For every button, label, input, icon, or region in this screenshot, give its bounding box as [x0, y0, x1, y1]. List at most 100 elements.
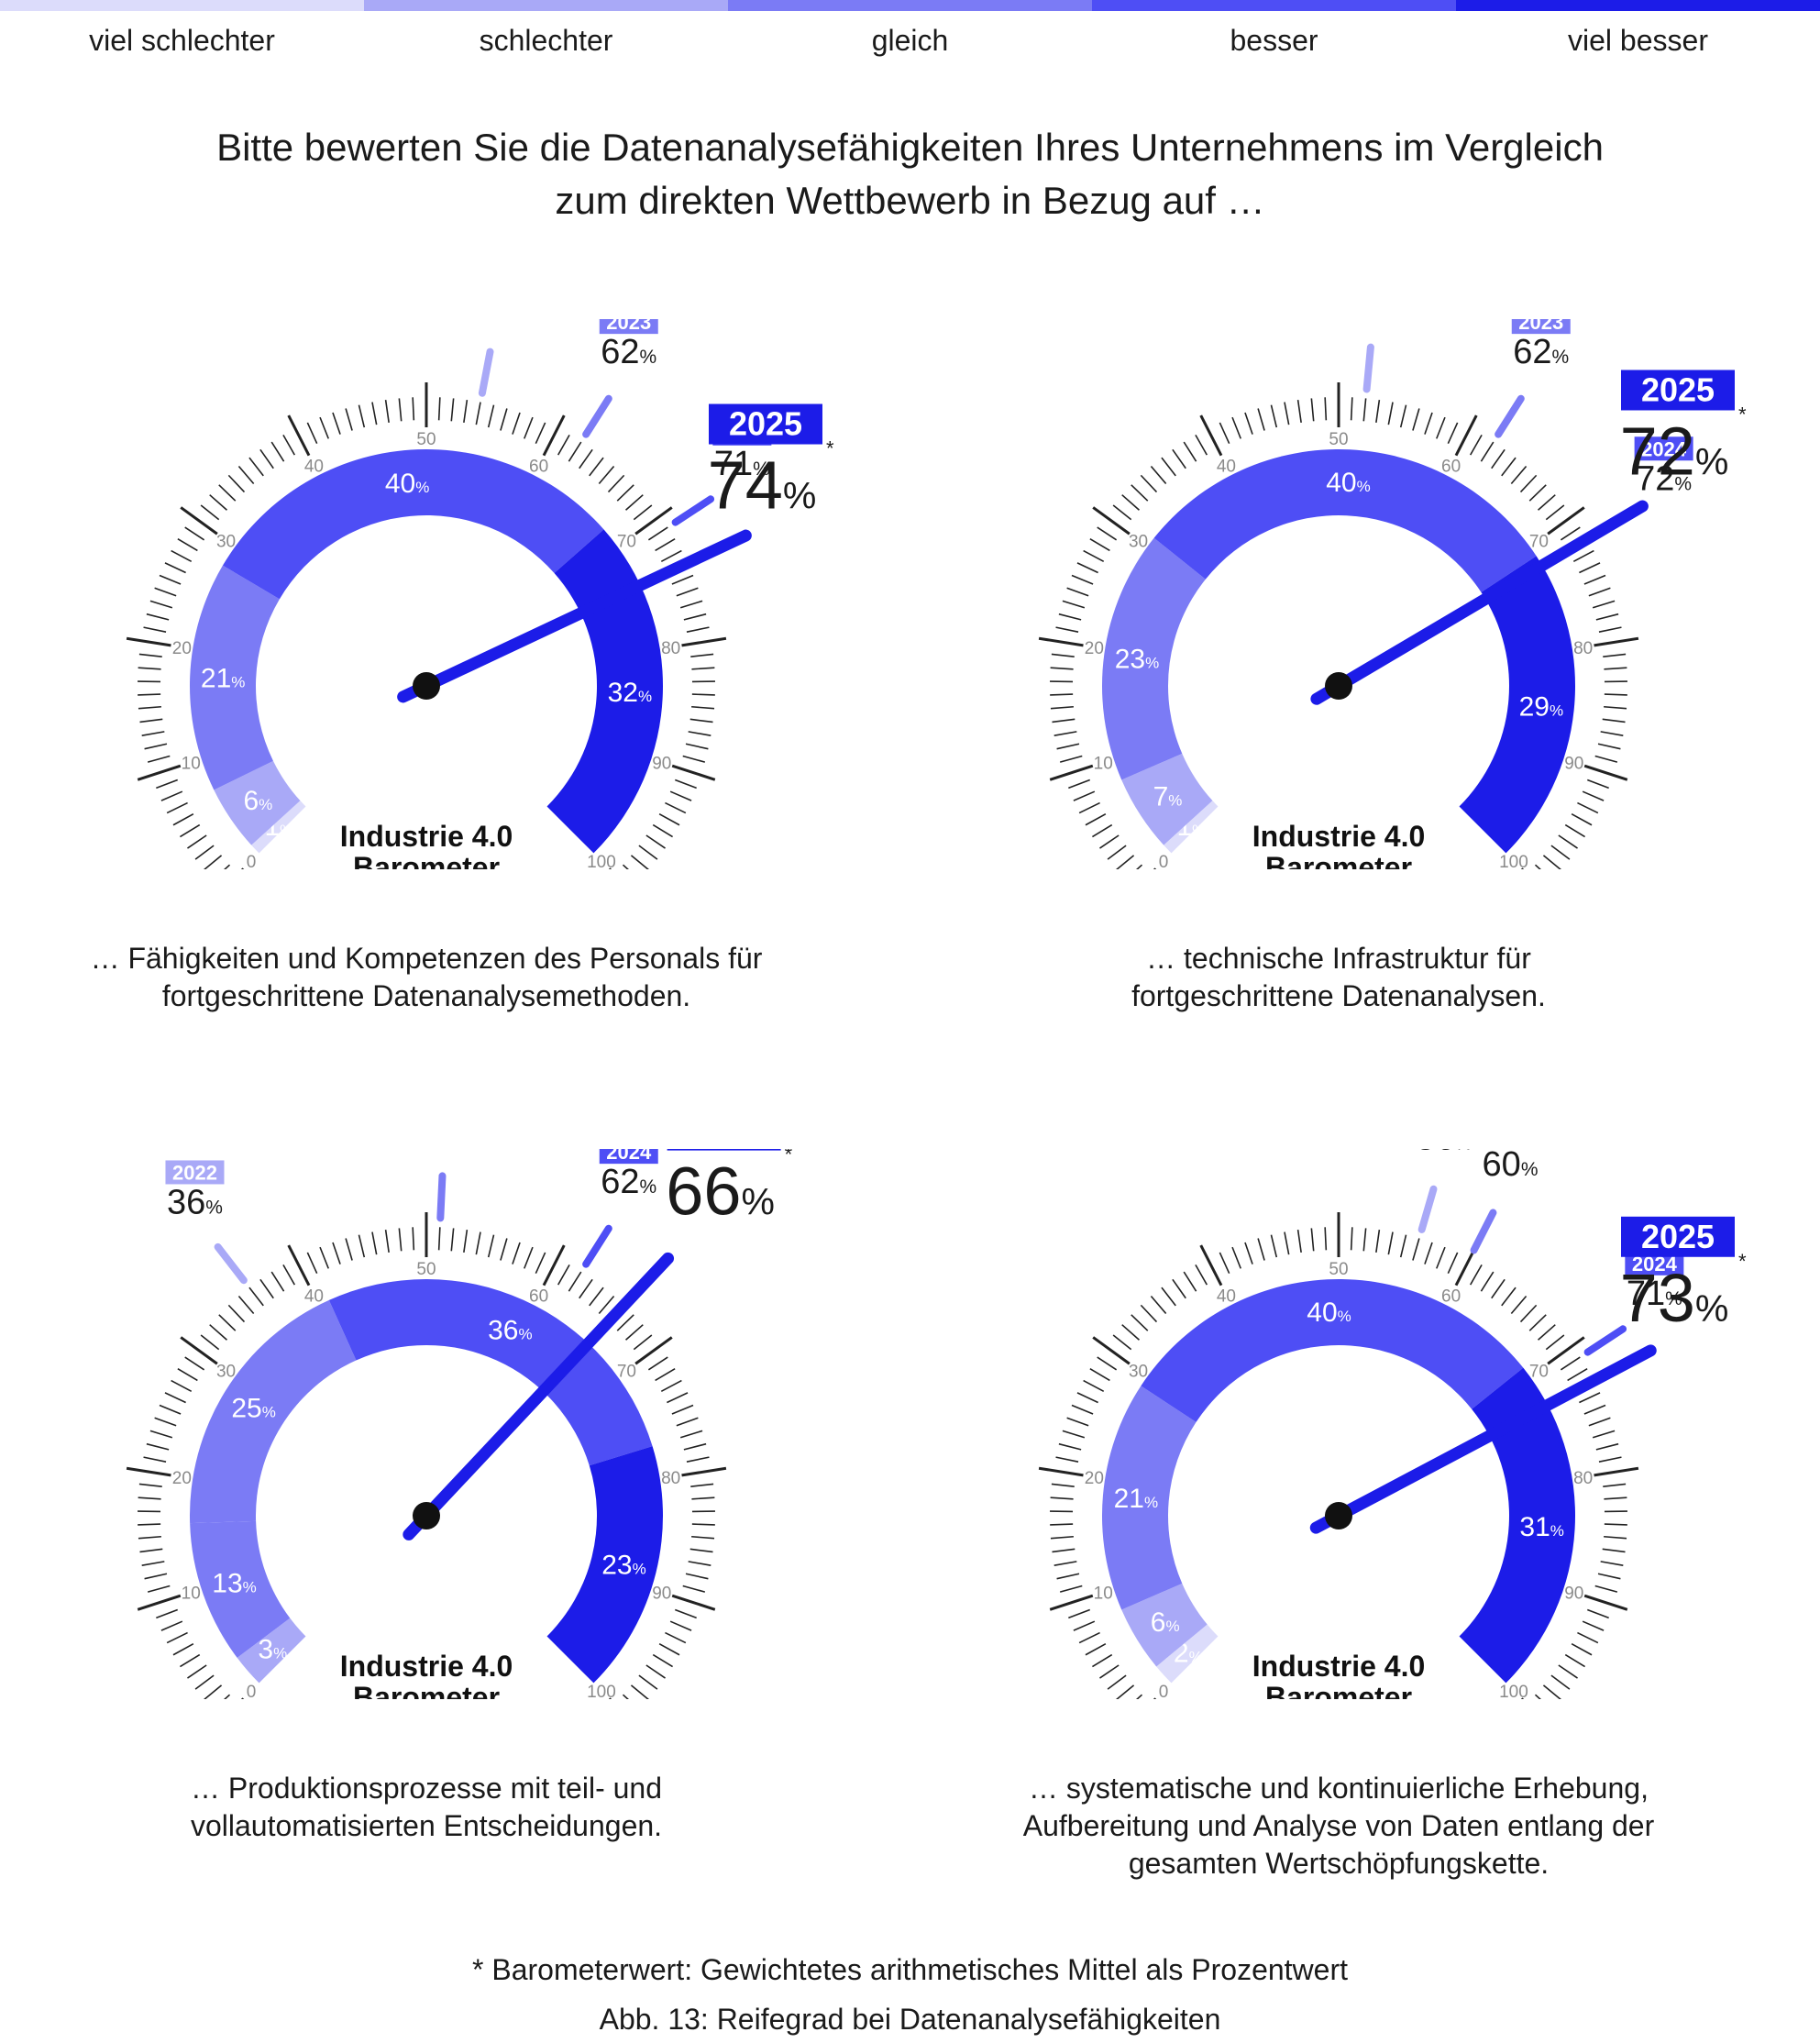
- history-value-2024-number: 62: [601, 1163, 639, 1201]
- gauge-tick: [1112, 1334, 1132, 1351]
- gauge-tick: [139, 718, 163, 723]
- gauge-segment-label-number: 36: [488, 1316, 518, 1346]
- gauge-tick: [1387, 402, 1394, 425]
- gauge-tick: [625, 494, 644, 511]
- gauge-tick: [1051, 1483, 1075, 1487]
- gauge-tick: [557, 1264, 570, 1286]
- gauge-tick: [1219, 1252, 1230, 1275]
- gauge-segment-label: 29%: [1519, 692, 1564, 723]
- gauge-tick: [1567, 1367, 1588, 1382]
- gauge-tick: [1583, 1594, 1628, 1611]
- figure-caption: Abb. 13: Reifegrad bei Datenanalysefähig…: [599, 2003, 1221, 2036]
- gauge-hub: [413, 1502, 440, 1529]
- gauge-segment: [1153, 449, 1537, 592]
- gauge-tick: [187, 834, 207, 849]
- history-marker-2024: [582, 1224, 612, 1268]
- gauge-tick: [287, 414, 311, 457]
- gauge-tick: [691, 667, 715, 670]
- gauge-tick: [412, 397, 415, 421]
- gauge-tick: [665, 1631, 687, 1644]
- gauge-tick: [1598, 1456, 1622, 1463]
- gauge-tick: [345, 408, 353, 431]
- brand-line-2: Barometer: [353, 1681, 500, 1699]
- history-value-2024: 71%: [1627, 1275, 1682, 1313]
- year-badge-2025: [667, 1149, 781, 1151]
- gauge-segment: [1141, 1279, 1524, 1422]
- current-value-2025-number: 74: [708, 447, 783, 524]
- gauge-tick: [146, 1442, 170, 1451]
- gauge-tick: [630, 1684, 650, 1699]
- gauge-tick: [598, 465, 615, 485]
- gauge-tick: [1447, 422, 1459, 445]
- history-value-2024-percent: %: [1665, 1288, 1682, 1309]
- gauge-tick: [1501, 457, 1517, 477]
- gauge-tick-label: 0: [1159, 1683, 1169, 1699]
- gauge-tick: [671, 1594, 716, 1611]
- gauge-tick: [1399, 404, 1407, 428]
- gauge-tick: [1073, 790, 1096, 801]
- gauge-tick: [358, 404, 366, 428]
- gauge-tick: [1588, 587, 1611, 597]
- gauge-tick: [463, 1230, 469, 1253]
- gauge-tick-label: 90: [652, 754, 671, 773]
- gauge-tick: [671, 574, 694, 585]
- gauge-ticks: [126, 1212, 727, 1699]
- gauge-segment-label-percent: %: [1550, 702, 1563, 720]
- gauge-tick: [1078, 1631, 1100, 1644]
- gauge-tick: [450, 1228, 455, 1252]
- gauge-hub: [1325, 1502, 1352, 1529]
- gauge-caption: … Produktionsprozesse mit teil- und volla…: [32, 1770, 821, 1845]
- gauge-tick: [688, 1561, 711, 1566]
- gauge-tick: [1050, 1535, 1074, 1540]
- gauge-tick: [691, 1523, 715, 1526]
- gauge-tick: [1140, 474, 1158, 493]
- gauge-tick: [1598, 626, 1622, 633]
- gauge-tick: [1538, 494, 1556, 511]
- gauge-tick: [187, 1664, 207, 1679]
- gauge-tick: [1050, 667, 1074, 670]
- gauge-tick: [1284, 402, 1290, 425]
- gauge-tick-label: 100: [587, 1683, 616, 1699]
- gauge-segment-label-number: 6: [243, 786, 259, 816]
- gauge-tick: [1055, 1456, 1079, 1463]
- gauge-tick: [1071, 1404, 1094, 1415]
- gauge-segment: [190, 565, 280, 790]
- year-badge-label: 2025: [1641, 370, 1715, 408]
- gauge-tick: [1571, 813, 1593, 826]
- gauge-tick: [500, 1238, 508, 1261]
- gauge-tick: [568, 441, 582, 462]
- gauge-caption-line: vollautomatisierten Entscheidungen.: [190, 1809, 663, 1842]
- gauge-tick-label: 100: [587, 853, 616, 869]
- history-value-2022-number: 36: [167, 1183, 205, 1221]
- gauge-tick: [450, 398, 455, 422]
- history-marker-2022: [1417, 1185, 1438, 1233]
- legend-item: viel besser: [1456, 0, 1820, 64]
- gauge-tick: [270, 1271, 285, 1292]
- gauge-tick: [332, 1242, 341, 1264]
- gauge-tick: [1050, 705, 1074, 710]
- brand-line-1: Industrie 4.0: [340, 1650, 513, 1683]
- gauge-tick-label: 20: [172, 1469, 192, 1488]
- legend-swatch: [1456, 0, 1820, 11]
- gauge-tick: [691, 1535, 715, 1540]
- gauge-tick: [1583, 764, 1628, 781]
- gauge-tick: [306, 422, 318, 445]
- gauge-tick-label: 30: [216, 532, 236, 551]
- gauge-tick: [652, 823, 673, 838]
- gauge-tick: [1092, 1653, 1113, 1668]
- gauge-segment-label: 7%: [1153, 781, 1183, 812]
- gauge-tick: [683, 613, 707, 621]
- gauge-tick: [1053, 731, 1077, 736]
- gauge-tick: [138, 1535, 161, 1540]
- gauge-tick: [1115, 1684, 1135, 1699]
- gauge-tick: [676, 587, 699, 597]
- gauge-tick: [1362, 1228, 1367, 1252]
- gauge-tick: [1136, 1694, 1143, 1699]
- gauge-tick: [1375, 400, 1381, 424]
- footnote: * Barometerwert: Gewichtetes arithmetisc…: [472, 1953, 1348, 1986]
- gauge-tick: [1547, 1336, 1585, 1365]
- gauge-segment-label-percent: %: [280, 822, 293, 839]
- brand-line-2: Barometer: [1265, 1681, 1412, 1699]
- gauge-tick: [259, 448, 274, 469]
- gauge-tick: [358, 1234, 366, 1258]
